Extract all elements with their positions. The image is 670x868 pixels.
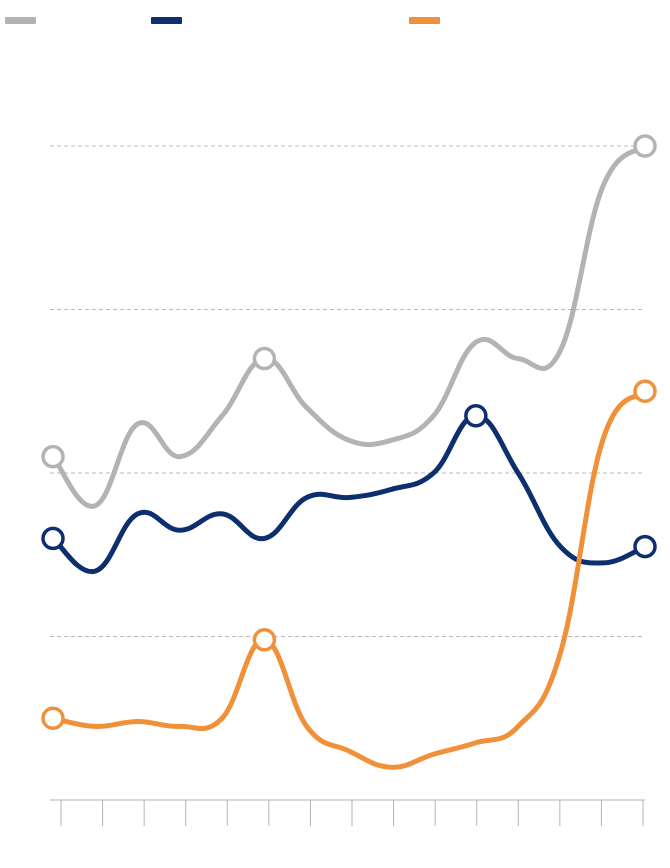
series-3-marker-6	[252, 628, 277, 652]
series-line-2	[50, 413, 648, 574]
series-2-marker-15	[633, 534, 657, 559]
series-2-marker-1	[41, 526, 65, 551]
series-2-marker-11	[464, 404, 488, 428]
legend-swatch-orange	[409, 17, 440, 24]
series-line-3	[50, 388, 648, 770]
series-1-marker-6	[252, 346, 277, 371]
series-line-1	[50, 143, 648, 509]
legend-swatch-navy	[151, 17, 182, 24]
series-3-marker-1	[41, 706, 65, 730]
series-1-marker-15	[633, 134, 657, 158]
legend-swatch-gray	[5, 17, 36, 24]
series-3-marker-15	[633, 379, 657, 403]
series-1-marker-1	[41, 444, 65, 469]
